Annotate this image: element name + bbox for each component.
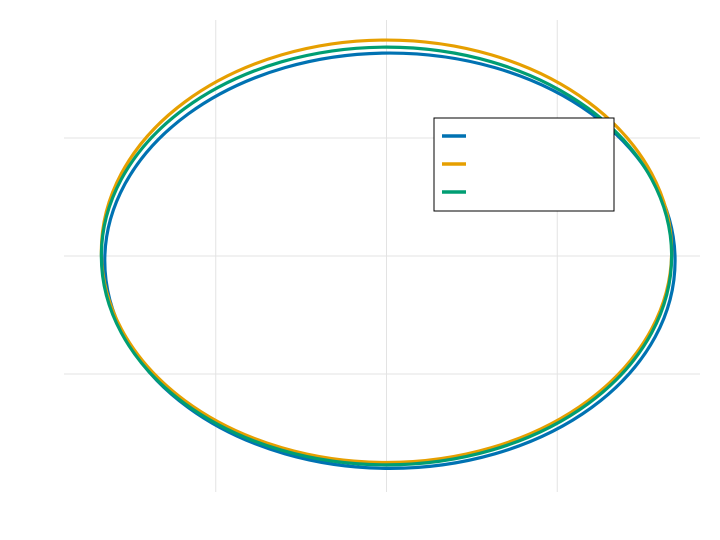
grid <box>64 20 700 492</box>
series-lines <box>99 38 677 470</box>
legend-items <box>442 134 466 194</box>
series-line-3 <box>99 45 674 467</box>
legend-box <box>433 117 615 212</box>
legend <box>433 117 615 212</box>
series-line-1 <box>103 51 677 470</box>
